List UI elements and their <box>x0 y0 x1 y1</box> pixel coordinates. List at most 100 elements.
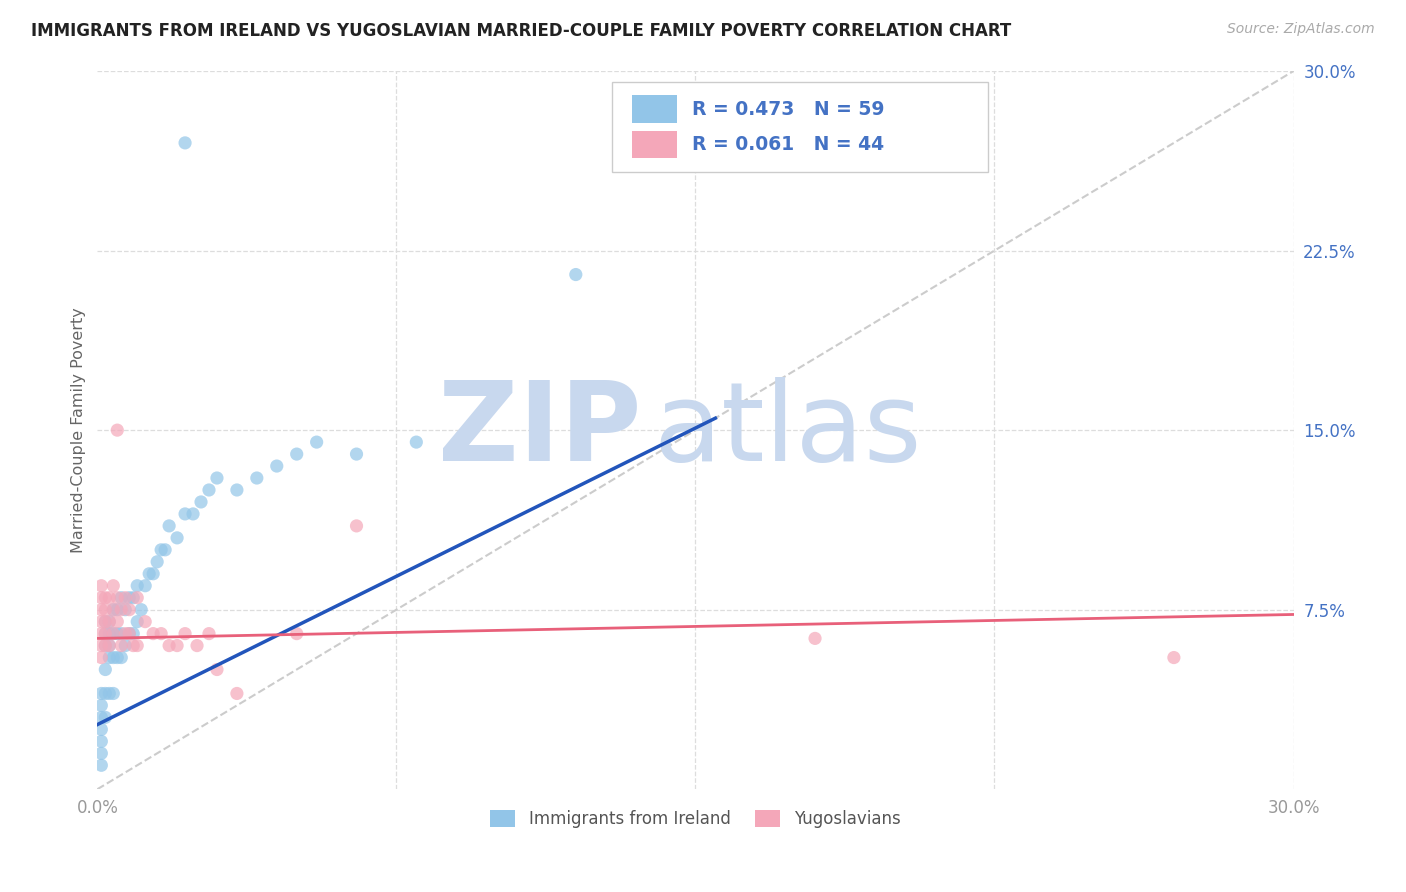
Point <box>225 686 247 700</box>
Point <box>142 626 165 640</box>
Point <box>105 591 128 605</box>
Text: atlas: atlas <box>654 376 922 483</box>
Point <box>98 650 121 665</box>
Point <box>127 591 149 605</box>
Point <box>166 531 188 545</box>
Point <box>94 686 117 700</box>
Point <box>346 519 368 533</box>
Point <box>118 626 141 640</box>
Text: Source: ZipAtlas.com: Source: ZipAtlas.com <box>1227 22 1375 37</box>
Point <box>114 602 136 616</box>
Point <box>94 626 117 640</box>
Point <box>103 626 125 640</box>
Point <box>98 639 121 653</box>
Point <box>103 602 125 616</box>
Text: ZIP: ZIP <box>439 376 641 483</box>
Point <box>205 663 228 677</box>
FancyBboxPatch shape <box>612 82 988 171</box>
Point <box>110 591 132 605</box>
Point <box>246 471 269 485</box>
Point <box>90 591 112 605</box>
Point <box>198 626 221 640</box>
Point <box>118 626 141 640</box>
Point <box>142 566 165 581</box>
Point <box>105 650 128 665</box>
Point <box>127 615 149 629</box>
Text: R = 0.473   N = 59: R = 0.473 N = 59 <box>692 100 884 119</box>
Point <box>94 639 117 653</box>
Point <box>134 579 156 593</box>
Point <box>98 615 121 629</box>
Point <box>114 591 136 605</box>
Point <box>90 626 112 640</box>
Point <box>146 555 169 569</box>
Point <box>90 686 112 700</box>
Point <box>103 579 125 593</box>
Point <box>98 686 121 700</box>
Point <box>103 602 125 616</box>
Text: R = 0.061   N = 44: R = 0.061 N = 44 <box>692 135 884 153</box>
Point <box>103 626 125 640</box>
Point <box>94 615 117 629</box>
Point <box>98 615 121 629</box>
Point <box>174 626 197 640</box>
Point <box>174 507 197 521</box>
Point <box>122 639 145 653</box>
Point <box>90 639 112 653</box>
Point <box>174 136 197 150</box>
Point <box>105 602 128 616</box>
Point <box>118 602 141 616</box>
Point <box>134 615 156 629</box>
Point <box>94 602 117 616</box>
Point <box>110 602 132 616</box>
Point <box>198 483 221 497</box>
Point <box>110 650 132 665</box>
Point <box>94 710 117 724</box>
Point <box>285 626 308 640</box>
FancyBboxPatch shape <box>633 95 678 123</box>
Point <box>305 435 328 450</box>
Point <box>90 734 112 748</box>
Point <box>90 710 112 724</box>
Point <box>285 447 308 461</box>
Point <box>94 591 117 605</box>
Point <box>405 435 427 450</box>
Point <box>90 747 112 761</box>
Point <box>114 626 136 640</box>
Point <box>94 663 117 677</box>
Y-axis label: Married-Couple Family Poverty: Married-Couple Family Poverty <box>72 307 86 553</box>
Point <box>804 632 827 646</box>
Point <box>157 519 180 533</box>
Point <box>153 542 176 557</box>
Point <box>127 639 149 653</box>
Point <box>122 626 145 640</box>
Point <box>105 626 128 640</box>
Point <box>266 458 288 473</box>
Point <box>90 723 112 737</box>
Point <box>90 758 112 772</box>
Point <box>190 495 212 509</box>
Point <box>166 639 188 653</box>
Point <box>90 602 112 616</box>
Point <box>205 471 228 485</box>
Point <box>90 650 112 665</box>
Point <box>346 447 368 461</box>
Legend: Immigrants from Ireland, Yugoslavians: Immigrants from Ireland, Yugoslavians <box>484 804 907 835</box>
Point <box>110 626 132 640</box>
Point <box>186 639 208 653</box>
Point <box>565 268 588 282</box>
Point <box>90 579 112 593</box>
Point <box>98 639 121 653</box>
Point <box>225 483 247 497</box>
Point <box>94 626 117 640</box>
Point <box>90 615 112 629</box>
Point <box>129 602 152 616</box>
Point <box>103 686 125 700</box>
Point <box>98 591 121 605</box>
Point <box>181 507 204 521</box>
Point <box>138 566 160 581</box>
Point <box>150 626 173 640</box>
Point <box>90 698 112 713</box>
Point <box>94 639 117 653</box>
Point <box>98 626 121 640</box>
